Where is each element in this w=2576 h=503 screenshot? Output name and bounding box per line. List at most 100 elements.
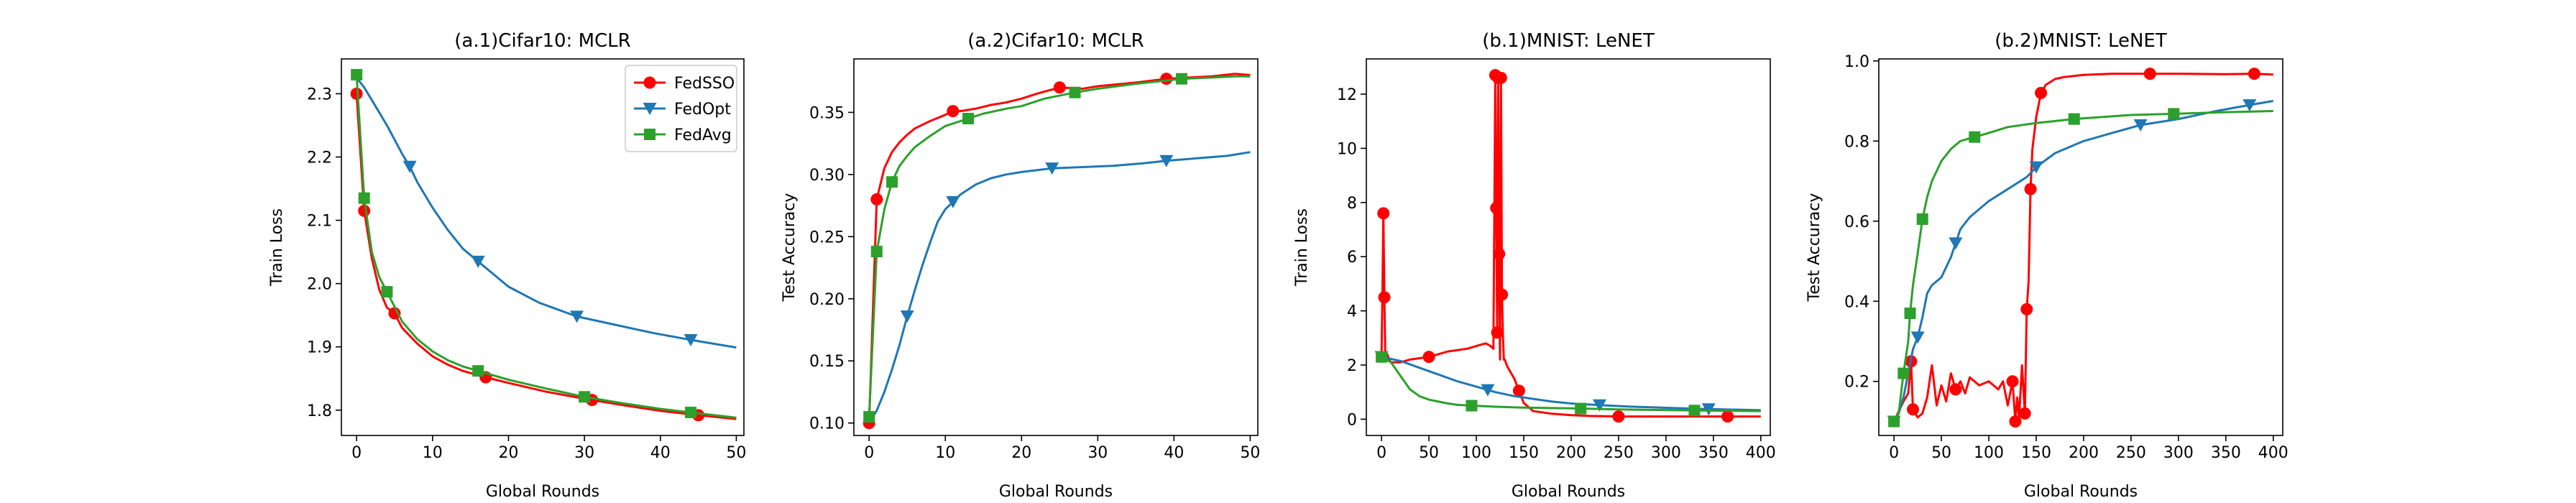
x-tick-label-3: 20 — [498, 444, 518, 462]
x-tick-label-4: 30 — [574, 444, 594, 462]
y-tick-label-1: 1.8 — [307, 402, 332, 420]
plot-area-1 — [350, 69, 737, 422]
y-axis-label: Test Accuracy — [781, 193, 799, 303]
plot-area-3 — [1374, 69, 1761, 423]
x-tick-label-9: 400 — [2258, 444, 2288, 462]
marker-fedsso-12 — [1612, 410, 1625, 423]
series-line-fedopt — [868, 151, 1251, 424]
y-tick-label-3: 0.20 — [809, 291, 845, 309]
marker-fedavg-3 — [1575, 402, 1587, 415]
x-tick-label-4: 150 — [1509, 444, 1539, 462]
legend-label-fedopt: FedOpt — [674, 101, 731, 119]
x-axis-label: Global Rounds — [1512, 483, 1625, 501]
series-line-fedavg — [868, 75, 1251, 417]
y-tick-label-6: 10 — [1337, 140, 1357, 158]
marker-fedavg-6 — [1175, 73, 1187, 85]
marker-fedavg-2 — [1898, 367, 1910, 379]
marker-fedopt-4 — [1701, 403, 1716, 416]
legend: FedSSO FedOpt FedAvg — [625, 65, 737, 152]
y-tick-label-6: 2.3 — [307, 86, 332, 103]
series-line-fedopt — [355, 77, 737, 349]
chart-panel-1: 0 10 20 30 40 50 1.8 1.9 2.0 2.1 2.2 2.3 (a.1)Cifar1… — [268, 30, 746, 501]
x-tick-label-4: 150 — [2021, 444, 2051, 462]
legend-label-fedavg: FedAvg — [674, 126, 732, 144]
marker-fedavg-1 — [1888, 415, 1900, 428]
series-line-fedsso — [868, 73, 1251, 423]
marker-fedavg-3 — [1904, 307, 1916, 319]
series-line-fedavg — [1381, 356, 1761, 412]
marker-fedsso-5 — [1490, 201, 1503, 214]
marker-fedsso-9 — [2035, 86, 2048, 99]
marker-fedsso-10 — [1496, 288, 1509, 301]
axes-frame-1 — [341, 58, 745, 436]
marker-fedsso-2 — [1906, 403, 1919, 416]
marker-fedsso-3 — [1422, 351, 1435, 364]
x-tick-label-3: 100 — [1974, 444, 2004, 462]
marker-fedopt-4 — [1159, 154, 1174, 167]
marker-fedsso-8 — [1493, 247, 1506, 260]
marker-fedsso-5 — [1160, 73, 1173, 86]
series-line-fedavg — [1892, 110, 2273, 423]
marker-fedavg-1 — [863, 411, 875, 423]
marker-fedsso-8 — [2024, 183, 2037, 195]
chart-panel-2: 0 10 20 30 40 50 0.10 0.15 0.20 0.25 0.30 0.35 (a.2)… — [781, 30, 1260, 501]
y-tick-label-4: 0.8 — [1844, 133, 1869, 151]
x-tick-label-5: 200 — [2069, 444, 2099, 462]
marker-fedopt-2 — [946, 195, 960, 208]
y-tick-label-4: 0.25 — [809, 229, 845, 246]
plot-area-2 — [862, 73, 1251, 430]
marker-fedopt-2 — [471, 255, 485, 268]
marker-fedavg-2 — [870, 246, 883, 258]
marker-fedavg-4 — [1688, 405, 1701, 417]
y-tick-label-2: 1.9 — [307, 339, 332, 357]
marker-fedsso-13 — [1721, 410, 1734, 423]
y-tick-label-4: 6 — [1347, 249, 1357, 267]
x-tick-label-9: 400 — [1746, 444, 1776, 462]
x-tick-label-8: 350 — [1698, 444, 1729, 462]
marker-fedopt-4 — [2029, 161, 2043, 174]
y-tick-label-6: 0.35 — [809, 104, 845, 122]
marker-fedavg-2 — [358, 192, 370, 204]
marker-fedsso-3 — [1949, 383, 1962, 396]
chart-title: (a.2)Cifar10: MCLR — [967, 30, 1144, 52]
axes-frame-2 — [853, 58, 1259, 436]
series-line-fedopt — [1381, 356, 1761, 412]
axes-frame-3 — [1366, 58, 1771, 436]
marker-fedavg-4 — [1916, 213, 1928, 225]
x-tick-label-6: 250 — [2116, 444, 2146, 462]
legend-marker-fedopt — [643, 103, 657, 115]
marker-fedsso-7 — [2020, 303, 2033, 315]
chart-title: (b.2)MNIST: LeNET — [1995, 30, 2167, 52]
marker-fedopt-3 — [1593, 399, 1607, 412]
marker-fedavg-4 — [472, 365, 484, 377]
marker-fedsso-1 — [350, 87, 363, 100]
y-tick-label-7: 12 — [1337, 86, 1357, 104]
marker-fedsso-6 — [2018, 407, 2031, 420]
marker-fedopt-3 — [1949, 237, 1963, 250]
x-tick-label-7: 300 — [2163, 444, 2194, 462]
y-tick-label-2: 0.15 — [809, 353, 845, 371]
x-axis-label: Global Rounds — [999, 483, 1113, 501]
x-tick-label-6: 250 — [1604, 444, 1634, 462]
marker-fedsso-3 — [388, 307, 401, 320]
marker-fedopt-1 — [402, 160, 417, 173]
marker-fedavg-5 — [1969, 131, 1981, 143]
x-tick-label-6: 50 — [1240, 444, 1260, 462]
marker-fedsso-6 — [1491, 326, 1504, 339]
y-tick-label-1: 0.2 — [1844, 374, 1869, 392]
y-tick-label-3: 2.0 — [307, 276, 332, 294]
x-tick-label-2: 50 — [1931, 444, 1951, 462]
x-axis-label: Global Rounds — [2024, 483, 2138, 501]
y-tick-label-2: 0.4 — [1844, 293, 1869, 311]
x-tick-label-5: 40 — [1164, 444, 1184, 462]
series-line-fedsso — [355, 93, 737, 420]
y-tick-label-5: 1.0 — [1844, 53, 1869, 71]
marker-fedopt-2 — [1481, 384, 1495, 397]
marker-fedsso-2 — [870, 193, 883, 206]
y-tick-label-5: 0.30 — [809, 167, 845, 185]
x-tick-label-5: 40 — [650, 444, 671, 462]
chart-title: (a.1)Cifar10: MCLR — [454, 30, 630, 52]
marker-fedsso-2 — [1378, 291, 1391, 304]
x-tick-label-1: 0 — [1889, 444, 1899, 462]
